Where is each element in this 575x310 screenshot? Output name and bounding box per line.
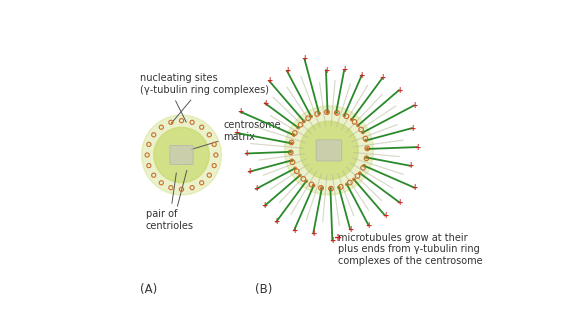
Text: +: + [411,101,417,110]
FancyBboxPatch shape [316,140,342,161]
Text: +: + [237,107,243,116]
FancyBboxPatch shape [170,145,193,165]
Text: +: + [407,161,413,170]
Text: nucleating sites
(γ-tubulin ring complexes): nucleating sites (γ-tubulin ring complex… [140,73,269,123]
Text: +: + [266,76,272,85]
Text: +: + [246,167,252,176]
Text: pair of
centrioles: pair of centrioles [145,173,194,231]
Circle shape [154,127,209,183]
Text: +: + [412,183,417,192]
Text: +: + [310,229,316,238]
Text: +: + [347,225,353,234]
Text: +: + [334,233,342,243]
Text: +: + [283,66,290,75]
Circle shape [300,121,358,179]
Text: +: + [380,73,386,82]
Circle shape [285,106,374,195]
Text: +: + [262,201,268,210]
Text: +: + [382,211,388,220]
Text: +: + [396,86,402,95]
Text: +: + [253,184,259,193]
Text: +: + [341,65,347,74]
Text: (A): (A) [140,283,157,296]
Circle shape [141,115,221,195]
Text: +: + [359,71,365,80]
Text: +: + [262,99,268,108]
Text: +: + [409,124,415,133]
Text: +: + [301,54,308,63]
Text: +: + [329,236,335,245]
Text: +: + [415,143,420,152]
Text: (B): (B) [255,283,273,296]
Text: centrosome
matrix: centrosome matrix [191,120,281,149]
Text: +: + [396,198,402,207]
Text: +: + [291,226,297,235]
Text: microtubules grow at their
plus ends from γ-tubulin ring
complexes of the centro: microtubules grow at their plus ends fro… [338,233,482,266]
Text: +: + [273,217,279,226]
Text: +: + [233,128,240,137]
Text: +: + [365,221,371,230]
Text: +: + [243,149,249,158]
Text: +: + [323,66,329,75]
